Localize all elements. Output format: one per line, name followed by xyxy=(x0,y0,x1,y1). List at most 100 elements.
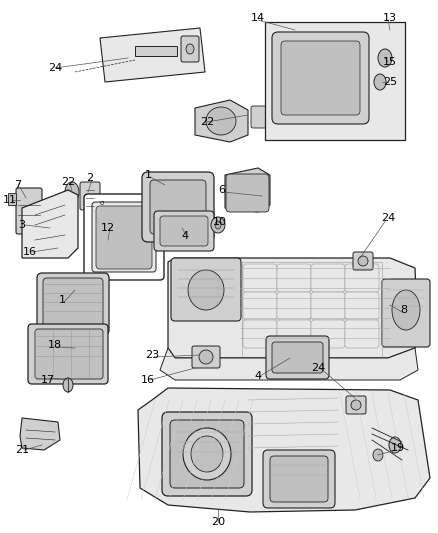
FancyBboxPatch shape xyxy=(181,36,199,62)
FancyBboxPatch shape xyxy=(345,264,379,292)
Ellipse shape xyxy=(206,107,236,135)
Text: 18: 18 xyxy=(48,340,62,350)
FancyBboxPatch shape xyxy=(311,320,345,348)
FancyBboxPatch shape xyxy=(346,396,366,414)
Ellipse shape xyxy=(374,74,386,90)
Text: 24: 24 xyxy=(381,213,395,223)
FancyBboxPatch shape xyxy=(154,211,214,251)
Ellipse shape xyxy=(373,449,383,461)
Bar xyxy=(242,262,382,358)
FancyBboxPatch shape xyxy=(263,450,335,508)
FancyBboxPatch shape xyxy=(96,206,152,269)
Text: 1: 1 xyxy=(145,170,152,180)
Ellipse shape xyxy=(211,217,225,233)
FancyBboxPatch shape xyxy=(162,412,252,496)
Text: σ: σ xyxy=(100,200,104,206)
FancyBboxPatch shape xyxy=(160,216,208,246)
FancyBboxPatch shape xyxy=(16,188,42,234)
Text: 24: 24 xyxy=(311,363,325,373)
FancyBboxPatch shape xyxy=(171,258,241,321)
Ellipse shape xyxy=(392,290,420,330)
Text: 23: 23 xyxy=(145,350,159,360)
Text: 2: 2 xyxy=(86,173,94,183)
FancyBboxPatch shape xyxy=(35,329,103,379)
Text: 7: 7 xyxy=(14,180,21,190)
FancyBboxPatch shape xyxy=(28,324,108,384)
Polygon shape xyxy=(22,190,78,258)
Text: 17: 17 xyxy=(41,375,55,385)
Ellipse shape xyxy=(186,44,194,54)
Text: 16: 16 xyxy=(23,247,37,257)
Polygon shape xyxy=(160,348,418,380)
FancyBboxPatch shape xyxy=(243,292,277,320)
Polygon shape xyxy=(20,418,60,450)
Text: 16: 16 xyxy=(141,375,155,385)
Text: 11: 11 xyxy=(3,195,17,205)
FancyBboxPatch shape xyxy=(345,320,379,348)
Ellipse shape xyxy=(63,378,73,392)
Text: 21: 21 xyxy=(15,445,29,455)
FancyBboxPatch shape xyxy=(226,174,269,212)
Polygon shape xyxy=(168,258,418,358)
Text: 14: 14 xyxy=(251,13,265,23)
Ellipse shape xyxy=(358,256,368,266)
Bar xyxy=(135,46,177,56)
FancyBboxPatch shape xyxy=(80,182,100,210)
FancyBboxPatch shape xyxy=(142,172,214,242)
Text: 12: 12 xyxy=(101,223,115,233)
FancyBboxPatch shape xyxy=(345,292,379,320)
Ellipse shape xyxy=(65,182,79,202)
Text: 10: 10 xyxy=(213,217,227,227)
FancyBboxPatch shape xyxy=(311,264,345,292)
Ellipse shape xyxy=(215,221,221,229)
Bar xyxy=(8,193,16,205)
Text: 4: 4 xyxy=(181,231,189,241)
Ellipse shape xyxy=(351,400,361,410)
FancyBboxPatch shape xyxy=(43,278,103,330)
FancyBboxPatch shape xyxy=(84,194,164,280)
Polygon shape xyxy=(100,28,205,82)
Text: 22: 22 xyxy=(200,117,214,127)
FancyBboxPatch shape xyxy=(243,320,277,348)
Ellipse shape xyxy=(378,49,392,67)
Text: 24: 24 xyxy=(48,63,62,73)
FancyBboxPatch shape xyxy=(150,180,206,234)
FancyBboxPatch shape xyxy=(251,106,269,128)
FancyBboxPatch shape xyxy=(37,273,109,335)
Text: 6: 6 xyxy=(219,185,226,195)
FancyBboxPatch shape xyxy=(277,264,311,292)
Text: 22: 22 xyxy=(61,177,75,187)
FancyBboxPatch shape xyxy=(281,41,360,115)
FancyBboxPatch shape xyxy=(353,252,373,270)
FancyBboxPatch shape xyxy=(277,292,311,320)
Text: 4: 4 xyxy=(254,371,261,381)
Polygon shape xyxy=(225,168,270,212)
FancyBboxPatch shape xyxy=(277,320,311,348)
Text: 25: 25 xyxy=(383,77,397,87)
FancyBboxPatch shape xyxy=(266,336,329,379)
Ellipse shape xyxy=(191,436,223,472)
FancyBboxPatch shape xyxy=(243,264,277,292)
Polygon shape xyxy=(195,100,248,142)
FancyBboxPatch shape xyxy=(170,420,244,488)
Ellipse shape xyxy=(199,350,213,364)
FancyBboxPatch shape xyxy=(272,342,323,373)
FancyBboxPatch shape xyxy=(272,32,369,124)
Text: 19: 19 xyxy=(391,443,405,453)
FancyBboxPatch shape xyxy=(270,456,328,502)
Ellipse shape xyxy=(183,428,231,480)
FancyBboxPatch shape xyxy=(382,279,430,347)
Bar xyxy=(265,22,405,140)
Text: 8: 8 xyxy=(400,305,408,315)
Ellipse shape xyxy=(389,437,401,453)
FancyBboxPatch shape xyxy=(92,202,156,272)
Text: 3: 3 xyxy=(18,220,25,230)
Polygon shape xyxy=(138,388,430,512)
Ellipse shape xyxy=(188,270,224,310)
FancyBboxPatch shape xyxy=(192,346,220,368)
Text: 15: 15 xyxy=(383,57,397,67)
FancyBboxPatch shape xyxy=(311,292,345,320)
Text: 1: 1 xyxy=(59,295,66,305)
Text: 20: 20 xyxy=(211,517,225,527)
Text: 13: 13 xyxy=(383,13,397,23)
